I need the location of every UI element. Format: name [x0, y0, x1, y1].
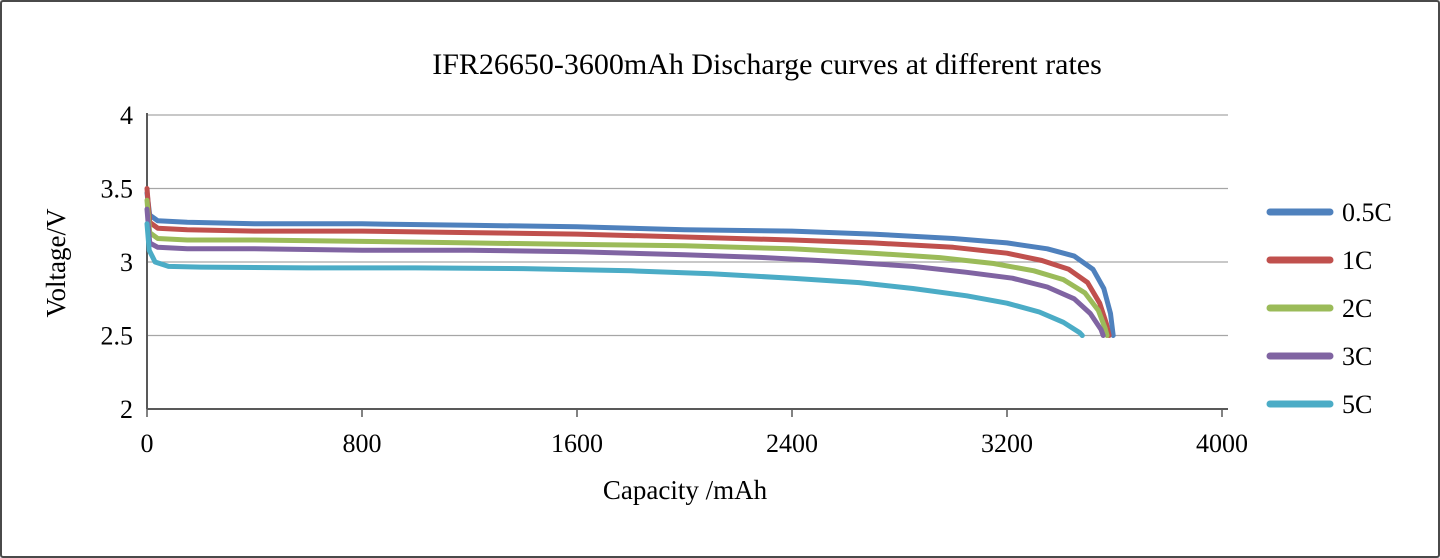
legend: 0.5C 1C 2C 3C 5C: [1266, 198, 1392, 419]
x-tick-label: 800: [343, 429, 382, 458]
series-line-5C: [144, 221, 1085, 338]
legend-label-3C: 3C: [1342, 342, 1372, 371]
x-tick-label: 0: [141, 429, 154, 458]
y-tick-label: 4: [120, 101, 133, 130]
series-line-2C: [144, 197, 1110, 338]
series-lines: [144, 186, 1116, 338]
x-axis-label: Capacity /mAh: [603, 475, 768, 505]
y-tick-label: 2: [120, 395, 133, 424]
axes: [146, 113, 1228, 417]
y-tick-label: 3: [120, 248, 133, 277]
chart-title: IFR26650-3600mAh Discharge curves at dif…: [432, 48, 1102, 81]
y-tick-labels: 2 2.5 3 3.5 4: [101, 101, 134, 424]
x-tick-label: 2400: [766, 429, 818, 458]
x-tick-label: 1600: [551, 429, 603, 458]
legend-label-2C: 2C: [1342, 294, 1372, 323]
x-tick-label: 3200: [981, 429, 1033, 458]
series-line-1C: [144, 186, 1112, 338]
legend-label-0.5C: 0.5C: [1342, 198, 1392, 227]
x-tick-labels: 0 800 1600 2400 3200 4000: [141, 429, 1249, 458]
x-tick-label: 4000: [1196, 429, 1248, 458]
y-axis-label: Voltage/V: [41, 208, 71, 317]
legend-label-1C: 1C: [1342, 246, 1372, 275]
y-tick-label: 3.5: [101, 175, 134, 204]
legend-label-5C: 5C: [1342, 390, 1372, 419]
series-line-3C: [144, 206, 1106, 338]
series-line-0.5C: [144, 190, 1116, 338]
y-tick-label: 2.5: [101, 322, 134, 351]
